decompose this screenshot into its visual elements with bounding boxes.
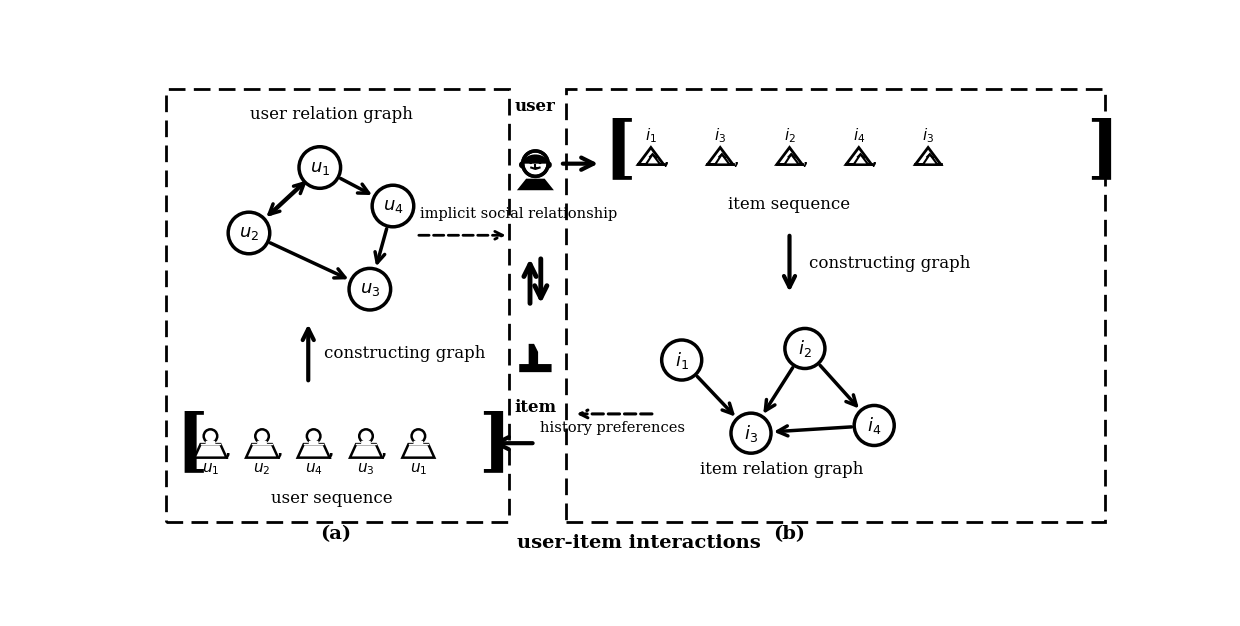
Text: $i_{4}$: $i_{4}$ [867,415,882,436]
Polygon shape [517,178,554,190]
Polygon shape [309,441,319,444]
Text: ,: , [326,438,335,461]
Text: ,: , [223,438,232,461]
Circle shape [529,161,532,164]
Text: ,: , [275,438,283,461]
Circle shape [203,429,217,443]
Text: $u_{1}$: $u_{1}$ [202,461,219,478]
Polygon shape [853,154,868,165]
Polygon shape [776,148,802,165]
Circle shape [412,429,425,443]
Polygon shape [520,344,552,372]
Text: constructing graph: constructing graph [324,346,485,362]
Polygon shape [715,154,729,165]
Text: $i_{3}$: $i_{3}$ [714,126,727,145]
Text: $i_{2}$: $i_{2}$ [784,126,795,145]
Circle shape [255,429,269,443]
Bar [166,89,510,523]
Circle shape [854,406,894,446]
Text: $i_{1}$: $i_{1}$ [675,349,688,371]
Circle shape [299,146,341,188]
Polygon shape [923,154,937,165]
Text: implicit social relationship: implicit social relationship [420,207,618,222]
Circle shape [372,185,414,227]
Polygon shape [298,444,330,458]
Circle shape [732,413,771,453]
Circle shape [785,329,825,369]
Text: item relation graph: item relation graph [701,461,863,478]
Text: $u_{3}$: $u_{3}$ [357,461,374,478]
Polygon shape [413,441,423,444]
Polygon shape [915,148,941,165]
Text: item sequence: item sequence [728,196,851,213]
Circle shape [306,429,320,443]
Text: [: [ [603,117,636,184]
Circle shape [546,163,551,167]
Text: $u_{2}$: $u_{2}$ [253,461,270,478]
Polygon shape [639,148,663,165]
Polygon shape [350,444,382,458]
Text: $u_{4}$: $u_{4}$ [383,197,403,215]
Text: constructing graph: constructing graph [808,255,970,272]
Polygon shape [195,444,227,458]
Circle shape [350,269,391,310]
Text: ,: , [870,150,878,170]
Text: ,: , [379,438,387,461]
Text: [: [ [175,409,208,476]
Circle shape [228,212,270,254]
Text: ]: ] [477,409,511,476]
Text: $i_{1}$: $i_{1}$ [645,126,657,145]
Polygon shape [246,444,278,458]
Circle shape [523,151,548,177]
Polygon shape [257,441,267,444]
Text: item: item [515,399,557,416]
Text: user: user [515,98,556,115]
Text: $u_{2}$: $u_{2}$ [239,224,259,242]
Polygon shape [206,441,216,444]
Text: $i_{4}$: $i_{4}$ [853,126,866,145]
Text: $i_{2}$: $i_{2}$ [799,338,812,359]
Circle shape [521,163,525,167]
Text: ,: , [662,150,670,170]
Text: (a): (a) [320,525,351,543]
Text: ,: , [732,150,739,170]
Text: $i_{3}$: $i_{3}$ [744,423,758,444]
Text: (b): (b) [774,525,806,543]
Text: ,: , [801,150,808,170]
Text: $u_{1}$: $u_{1}$ [409,461,427,478]
Bar [567,89,1105,523]
Polygon shape [523,155,548,163]
Circle shape [662,340,702,380]
Text: user-item interactions: user-item interactions [517,533,761,552]
Polygon shape [361,441,371,444]
Polygon shape [402,444,434,458]
Circle shape [538,161,542,164]
Text: $u_{3}$: $u_{3}$ [360,280,379,298]
Text: $i_{3}$: $i_{3}$ [923,126,934,145]
Polygon shape [646,154,660,165]
Text: user sequence: user sequence [270,490,392,507]
Text: user relation graph: user relation graph [250,106,413,123]
Text: $u_{1}$: $u_{1}$ [310,158,330,177]
Text: history preferences: history preferences [539,421,684,435]
Polygon shape [708,148,733,165]
Polygon shape [846,148,872,165]
Polygon shape [785,154,799,165]
Circle shape [360,429,373,443]
Text: ]: ] [1086,117,1118,184]
Text: $u_{4}$: $u_{4}$ [305,461,322,478]
